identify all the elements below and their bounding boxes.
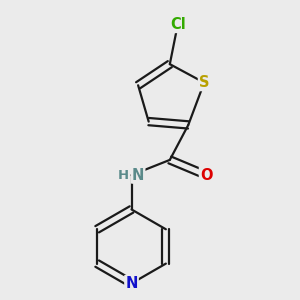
Text: H: H — [117, 169, 128, 182]
Text: N: N — [125, 276, 138, 291]
Text: Cl: Cl — [170, 17, 186, 32]
Text: N: N — [132, 168, 144, 183]
Text: S: S — [199, 75, 209, 90]
Text: O: O — [200, 168, 212, 183]
